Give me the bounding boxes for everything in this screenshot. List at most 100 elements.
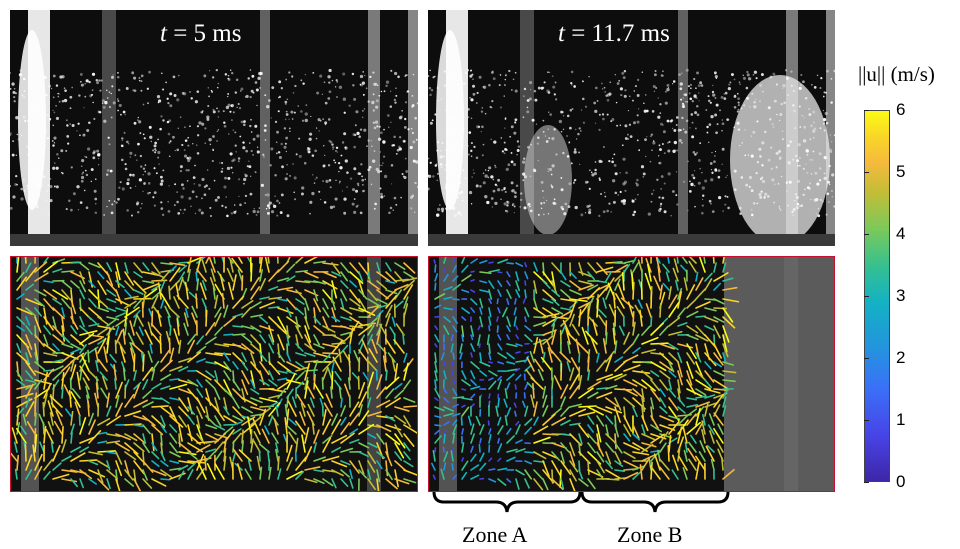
velocity-vector <box>275 442 279 453</box>
droplet <box>353 198 356 200</box>
velocity-vector <box>214 415 222 427</box>
velocity-vector <box>495 405 499 417</box>
velocity-vector <box>199 282 207 300</box>
droplet <box>558 119 563 124</box>
droplet <box>92 151 96 155</box>
velocity-vector <box>514 410 517 417</box>
velocity-vector <box>61 425 64 444</box>
velocity-vector <box>385 376 400 390</box>
droplet <box>264 124 267 127</box>
velocity-vector <box>443 361 447 367</box>
velocity-vector <box>587 284 599 291</box>
droplet <box>245 149 249 153</box>
velocity-vector <box>331 298 337 311</box>
droplet <box>487 176 490 179</box>
droplet <box>393 144 396 147</box>
droplet <box>15 116 19 120</box>
droplet <box>267 203 271 207</box>
velocity-vector <box>452 424 458 435</box>
velocity-vector <box>452 307 458 311</box>
velocity-vector <box>169 433 178 444</box>
droplet <box>560 110 563 114</box>
velocity-vector <box>524 418 533 426</box>
droplet <box>810 124 813 128</box>
tank-floor <box>428 234 835 246</box>
droplet <box>473 145 476 149</box>
velocity-vector <box>277 468 282 480</box>
velocity-vector <box>295 298 305 305</box>
droplet <box>500 198 502 200</box>
droplet <box>367 100 370 103</box>
droplet <box>763 196 766 199</box>
droplet <box>367 168 371 172</box>
droplet <box>232 111 235 114</box>
droplet <box>217 82 220 85</box>
droplet <box>117 88 121 92</box>
droplet <box>15 174 18 178</box>
droplet <box>655 86 658 89</box>
droplet <box>560 188 564 192</box>
velocity-vector <box>95 382 99 399</box>
droplet <box>140 165 143 168</box>
velocity-vector <box>25 283 35 291</box>
droplet <box>77 122 80 125</box>
droplet <box>264 194 267 196</box>
velocity-vector <box>349 298 361 307</box>
velocity-vector <box>43 371 48 390</box>
droplet <box>144 164 147 166</box>
droplet <box>694 153 697 156</box>
velocity-vector <box>461 388 467 391</box>
velocity-vector <box>488 307 492 318</box>
velocity-vector <box>713 272 729 282</box>
velocity-vector <box>569 373 580 390</box>
velocity-vector <box>655 257 661 264</box>
droplet <box>295 153 298 156</box>
droplet <box>482 85 487 89</box>
velocity-vector <box>237 463 243 480</box>
velocity-vector <box>488 325 491 332</box>
droplet <box>520 192 523 195</box>
velocity-vector <box>567 340 571 354</box>
velocity-vector <box>695 288 706 300</box>
droplet <box>679 129 682 132</box>
velocity-vector <box>130 347 135 363</box>
droplet <box>333 159 336 162</box>
droplet <box>783 101 786 105</box>
velocity-vector <box>196 379 203 388</box>
velocity-vector <box>569 422 581 426</box>
droplet <box>206 118 210 121</box>
velocity-vector <box>115 325 120 336</box>
droplet <box>833 69 835 73</box>
droplet <box>270 147 274 151</box>
raw-image-t5: t = 5 ms <box>10 10 418 246</box>
droplet <box>10 134 11 137</box>
velocity-vector <box>459 343 463 354</box>
droplet <box>138 77 141 79</box>
velocity-vector <box>515 280 521 292</box>
droplet <box>396 148 400 152</box>
droplet <box>53 136 57 140</box>
velocity-vector <box>250 406 266 412</box>
droplet <box>504 78 507 81</box>
velocity-vector <box>403 379 412 390</box>
droplet <box>133 121 137 125</box>
droplet <box>670 215 672 217</box>
droplet <box>286 98 289 101</box>
velocity-vector <box>178 442 192 454</box>
droplet <box>80 83 84 87</box>
droplet <box>461 196 464 199</box>
droplet <box>786 181 788 183</box>
velocity-vector <box>88 298 97 308</box>
velocity-vector <box>97 469 104 484</box>
velocity-vector <box>184 307 189 318</box>
droplet <box>186 180 189 182</box>
velocity-vector <box>641 415 649 432</box>
velocity-vector <box>460 416 463 426</box>
velocity-vector <box>478 443 481 453</box>
droplet <box>204 127 207 130</box>
droplet <box>537 136 540 139</box>
velocity-vector <box>668 316 681 327</box>
droplet <box>97 157 100 160</box>
velocity-vector <box>542 280 551 289</box>
velocity-vector <box>578 433 583 445</box>
